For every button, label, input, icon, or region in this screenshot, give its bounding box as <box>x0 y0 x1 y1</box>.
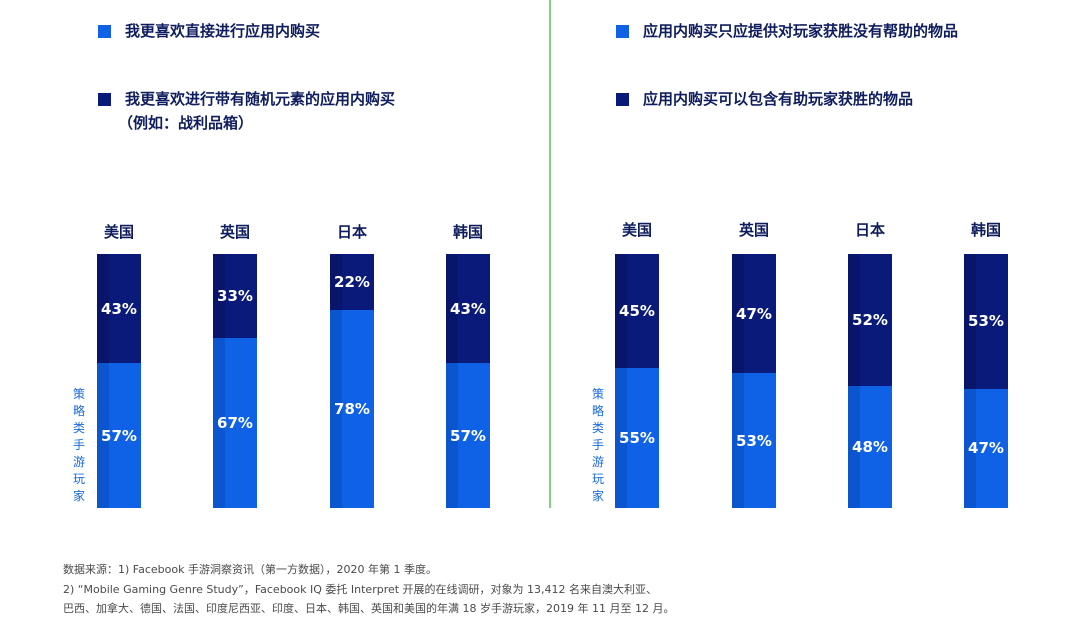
legend-label-line2: （例如：战利品箱） <box>118 114 254 132</box>
category-label: 日本 <box>336 223 367 241</box>
side-label-right: 策略类手游玩家 <box>591 387 604 503</box>
bar-data-label: 57% <box>101 426 137 445</box>
bar-segment-dark <box>330 254 374 310</box>
legend-label: 应用内购买可以包含有助玩家获胜的物品 <box>643 90 914 108</box>
bar-segment-light <box>446 363 490 508</box>
legend-swatch-light <box>98 25 111 38</box>
bar-segment-light <box>732 373 776 508</box>
bar-segment-dark <box>213 254 257 338</box>
bar-data-label: 55% <box>619 429 655 448</box>
bar-segment-dark <box>446 254 490 364</box>
bar-data-label: 43% <box>450 299 486 318</box>
bar-data-label: 43% <box>101 299 137 318</box>
legend-swatch-light <box>616 25 629 38</box>
bar-segment-light <box>97 363 141 508</box>
legend-label: 应用内购买只应提供对玩家获胜没有帮助的物品 <box>643 22 959 40</box>
legend-label: 我更喜欢直接进行应用内购买 <box>125 22 321 40</box>
bar-data-label: 48% <box>852 438 888 457</box>
bar-data-label: 47% <box>736 304 772 323</box>
bar-data-label: 53% <box>736 431 772 450</box>
bar-data-label: 47% <box>968 439 1004 458</box>
bar-data-label: 78% <box>334 399 370 418</box>
bar-data-label: 45% <box>619 302 655 321</box>
bar-data-label: 22% <box>334 272 370 291</box>
bar-segment-light <box>848 386 892 508</box>
bar-data-label: 53% <box>968 312 1004 331</box>
footnote-line-1: 数据来源：1) Facebook 手游洞察资讯（第一方数据），2020 年第 1… <box>63 563 437 576</box>
panel-divider <box>549 0 551 508</box>
legend-swatch-dark <box>98 93 111 106</box>
footnote-line-2: 2) “Mobile Gaming Genre Study”，Facebook … <box>63 583 658 596</box>
legend-swatch-dark <box>616 93 629 106</box>
legend-label: 我更喜欢进行带有随机元素的应用内购买 <box>125 90 396 108</box>
bar-segment-light <box>964 388 1008 508</box>
bar-data-label: 52% <box>852 311 888 330</box>
category-label: 日本 <box>854 221 885 239</box>
bar-segment-dark <box>615 254 659 369</box>
category-label: 美国 <box>621 221 652 239</box>
bar-segment-dark <box>848 254 892 387</box>
category-label: 韩国 <box>452 223 483 241</box>
bar-data-label: 57% <box>450 426 486 445</box>
bar-segment-dark <box>732 254 776 374</box>
category-label: 韩国 <box>970 221 1001 239</box>
bar-segment-light <box>330 309 374 508</box>
footnote-line-3: 巴西、加拿大、德国、法国、印度尼西亚、印度、日本、韩国、英国和美国的年满 18 … <box>63 602 675 615</box>
bar-data-label: 67% <box>217 413 253 432</box>
bar-segment-dark <box>964 254 1008 389</box>
bar-segment-dark <box>97 254 141 364</box>
bar-segment-light <box>615 368 659 508</box>
side-label-left: 策略类手游玩家 <box>72 387 85 503</box>
bar-segment-light <box>213 337 257 508</box>
bar-data-label: 33% <box>217 286 253 305</box>
category-label: 英国 <box>738 221 769 239</box>
category-label: 美国 <box>103 223 134 241</box>
category-label: 英国 <box>219 223 250 241</box>
